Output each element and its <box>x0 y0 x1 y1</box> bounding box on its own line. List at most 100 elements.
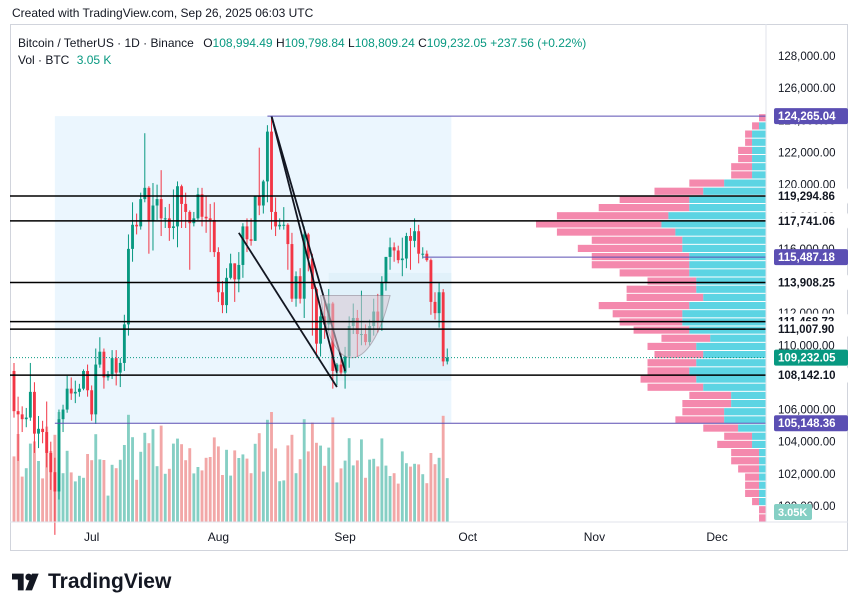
profile-bar-down <box>647 367 690 375</box>
profile-bar-up <box>668 212 766 220</box>
profile-bar-down <box>536 220 662 228</box>
volume-bar <box>180 444 184 522</box>
profile-bar-up <box>752 146 766 154</box>
volume-bar <box>90 460 94 522</box>
close-value: 109,232.05 <box>426 36 487 50</box>
volume-bar <box>376 466 380 522</box>
candle-body <box>73 391 77 394</box>
candle-body <box>86 370 90 391</box>
candle-body <box>245 226 249 240</box>
volume-bar <box>200 470 204 522</box>
volume-bar <box>147 443 151 522</box>
profile-bar-up <box>759 457 766 465</box>
volume-bar <box>245 458 249 522</box>
candle-body <box>433 301 437 314</box>
volume-bar <box>159 425 163 522</box>
volume-bar <box>122 445 126 522</box>
profile-bar-down <box>661 334 711 342</box>
volume-bar <box>441 415 445 522</box>
profile-bar-down <box>731 171 753 179</box>
volume-bar <box>77 475 81 522</box>
candle-body <box>69 388 73 394</box>
open-value: 108,994.49 <box>212 36 273 50</box>
profile-bar-up <box>759 489 766 497</box>
candle-body <box>196 194 200 219</box>
profile-bar-down <box>745 130 753 138</box>
volume-bar <box>380 438 384 522</box>
candle-body <box>335 364 339 371</box>
highlight-zones <box>54 116 452 424</box>
legend-volume-row: Vol · BTC 3.05 K <box>18 52 586 69</box>
volume-bar <box>294 473 298 522</box>
candle-body <box>343 356 347 373</box>
candle-body <box>135 224 139 227</box>
price-tags: 119,294.86117,741.06113,908.25111,468.73… <box>774 108 848 520</box>
volume-bar <box>176 438 179 522</box>
candle-body <box>249 239 253 241</box>
candle-body <box>159 199 163 219</box>
profile-bar-down <box>752 498 760 506</box>
profile-bar-down <box>745 481 760 489</box>
volume-bar <box>433 464 437 522</box>
volume-bar <box>270 412 273 522</box>
volume-bar <box>12 456 16 522</box>
profile-bar-up <box>752 432 766 440</box>
level-price-tag: 108,142.10 <box>778 370 836 382</box>
volume-bar <box>335 482 339 522</box>
volume-bar <box>131 437 134 522</box>
volume-bar <box>86 454 90 522</box>
profile-bar-up <box>752 130 766 138</box>
price-chart[interactable]: 100,000.00102,000.00104,000.00106,000.00… <box>10 24 848 551</box>
profile-bar-up <box>696 285 766 293</box>
time-axis: Jul Aug Sep Oct Nov Dec <box>10 521 848 544</box>
time-tick-label: Jul <box>84 530 99 544</box>
volume-bar <box>392 473 396 522</box>
profile-bar-down <box>731 457 760 465</box>
volume-bar <box>310 422 314 522</box>
candle-body <box>163 218 167 220</box>
volume-bar <box>45 426 49 522</box>
candle-body <box>118 362 122 373</box>
volume-bar <box>241 454 245 522</box>
volume-tag-bg <box>774 504 812 520</box>
candle-body <box>396 250 400 261</box>
candle-body <box>37 428 40 434</box>
candle-body <box>204 216 208 219</box>
profile-bar-up <box>759 449 766 457</box>
ray-price-tag: 124,265.04 <box>778 111 836 123</box>
tradingview-logo[interactable]: TradingView <box>12 570 171 594</box>
volume-bar <box>249 473 253 522</box>
time-tick-label: Aug <box>208 530 229 544</box>
profile-bar-up <box>724 179 766 187</box>
level-price-tag: 117,741.06 <box>778 216 835 228</box>
volume-bar <box>417 464 421 522</box>
volume-bar <box>139 451 143 522</box>
symbol-title[interactable]: Bitcoin / TetherUS · 1D · Binance <box>18 36 194 50</box>
volume-bar <box>69 472 73 522</box>
high-value: 109,798.84 <box>284 36 345 50</box>
volume-bar <box>110 464 114 522</box>
profile-bar-down <box>682 400 732 408</box>
candle-body <box>417 231 421 254</box>
candle-body <box>176 186 179 227</box>
profile-bar-down <box>703 424 739 432</box>
volume-tag: 3.05K <box>778 507 807 519</box>
profile-bar-down <box>633 326 690 334</box>
profile-bar-up <box>703 383 766 391</box>
candle-body <box>400 258 404 261</box>
profile-bar-up <box>724 408 766 416</box>
profile-bar-down <box>738 155 753 163</box>
volume-bar <box>265 419 269 522</box>
profile-bar-down <box>591 253 690 261</box>
profile-bar-down <box>731 449 760 457</box>
profile-bar-up <box>696 359 766 367</box>
candle-body <box>65 388 69 410</box>
level-price-tag: 113,908.25 <box>778 277 836 289</box>
candle-body <box>421 253 425 255</box>
profile-bar-down <box>752 122 760 130</box>
volume-bar <box>82 477 85 522</box>
volume-bar <box>253 443 257 522</box>
candle-body <box>298 276 302 299</box>
volume-bar <box>286 445 290 522</box>
volume-bar <box>143 432 147 522</box>
